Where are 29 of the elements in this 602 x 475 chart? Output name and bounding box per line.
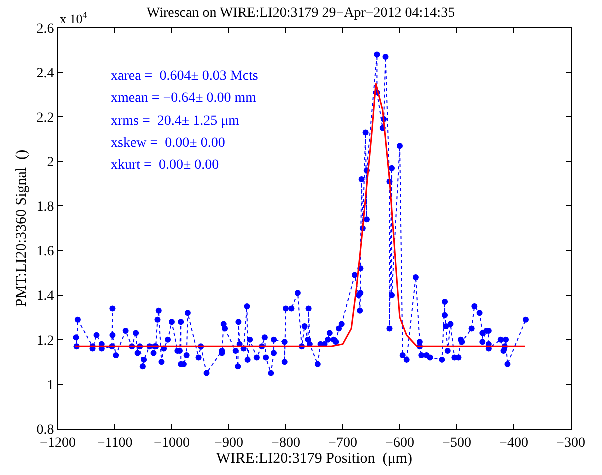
text: x 10$^{4}$ xyxy=(60,10,88,26)
x-tick-label: −1100 xyxy=(97,436,133,451)
x-tick-label: −300 xyxy=(556,436,586,451)
y-tick-label: 2 xyxy=(47,156,54,171)
annotation: xkurt = 0.00± 0.00 xyxy=(111,158,220,173)
y-tick-label: 1.2 xyxy=(36,334,54,349)
y-tick-label: 2.6 xyxy=(36,22,54,37)
annotation: xskew = 0.00± 0.00 xyxy=(111,136,226,151)
y-tick-label: 1.4 xyxy=(36,289,54,304)
annotation: xarea = 0.604± 0.03 Mcts xyxy=(111,69,258,84)
x-tick-label: −600 xyxy=(386,436,414,451)
y-tick-label: 2.2 xyxy=(36,111,54,126)
x-tick-label: −400 xyxy=(500,436,528,451)
x-tick-label: −1000 xyxy=(154,436,190,451)
y-tick-label: 0.8 xyxy=(36,422,54,438)
y-tick-label: 1 xyxy=(47,378,54,394)
y-tick-label: 2.4 xyxy=(36,66,54,82)
chart-title: Wirescan on WIRE:LI20:3179 29−Apr−2012 04:14:35 xyxy=(146,6,456,21)
x-tick-label: −700 xyxy=(328,436,358,451)
x-tick-label: −500 xyxy=(442,436,472,451)
x-tick-label: −1200 xyxy=(40,436,76,451)
x-tick-label: −900 xyxy=(214,436,244,451)
x-axis-title: WIRE:LI20:3179 Position (μm) xyxy=(216,450,412,467)
annotation: xrms = 20.4± 1.25 μm xyxy=(111,114,240,129)
y-tick-label: 1.6 xyxy=(36,244,54,260)
y-axis-title: PMT:LI20:3360 Signal () xyxy=(14,150,30,308)
x-tick-label: −800 xyxy=(272,436,300,451)
annotation: xmean = −0.64± 0.00 mm xyxy=(111,91,257,106)
y-tick-label: 1.8 xyxy=(36,200,54,216)
